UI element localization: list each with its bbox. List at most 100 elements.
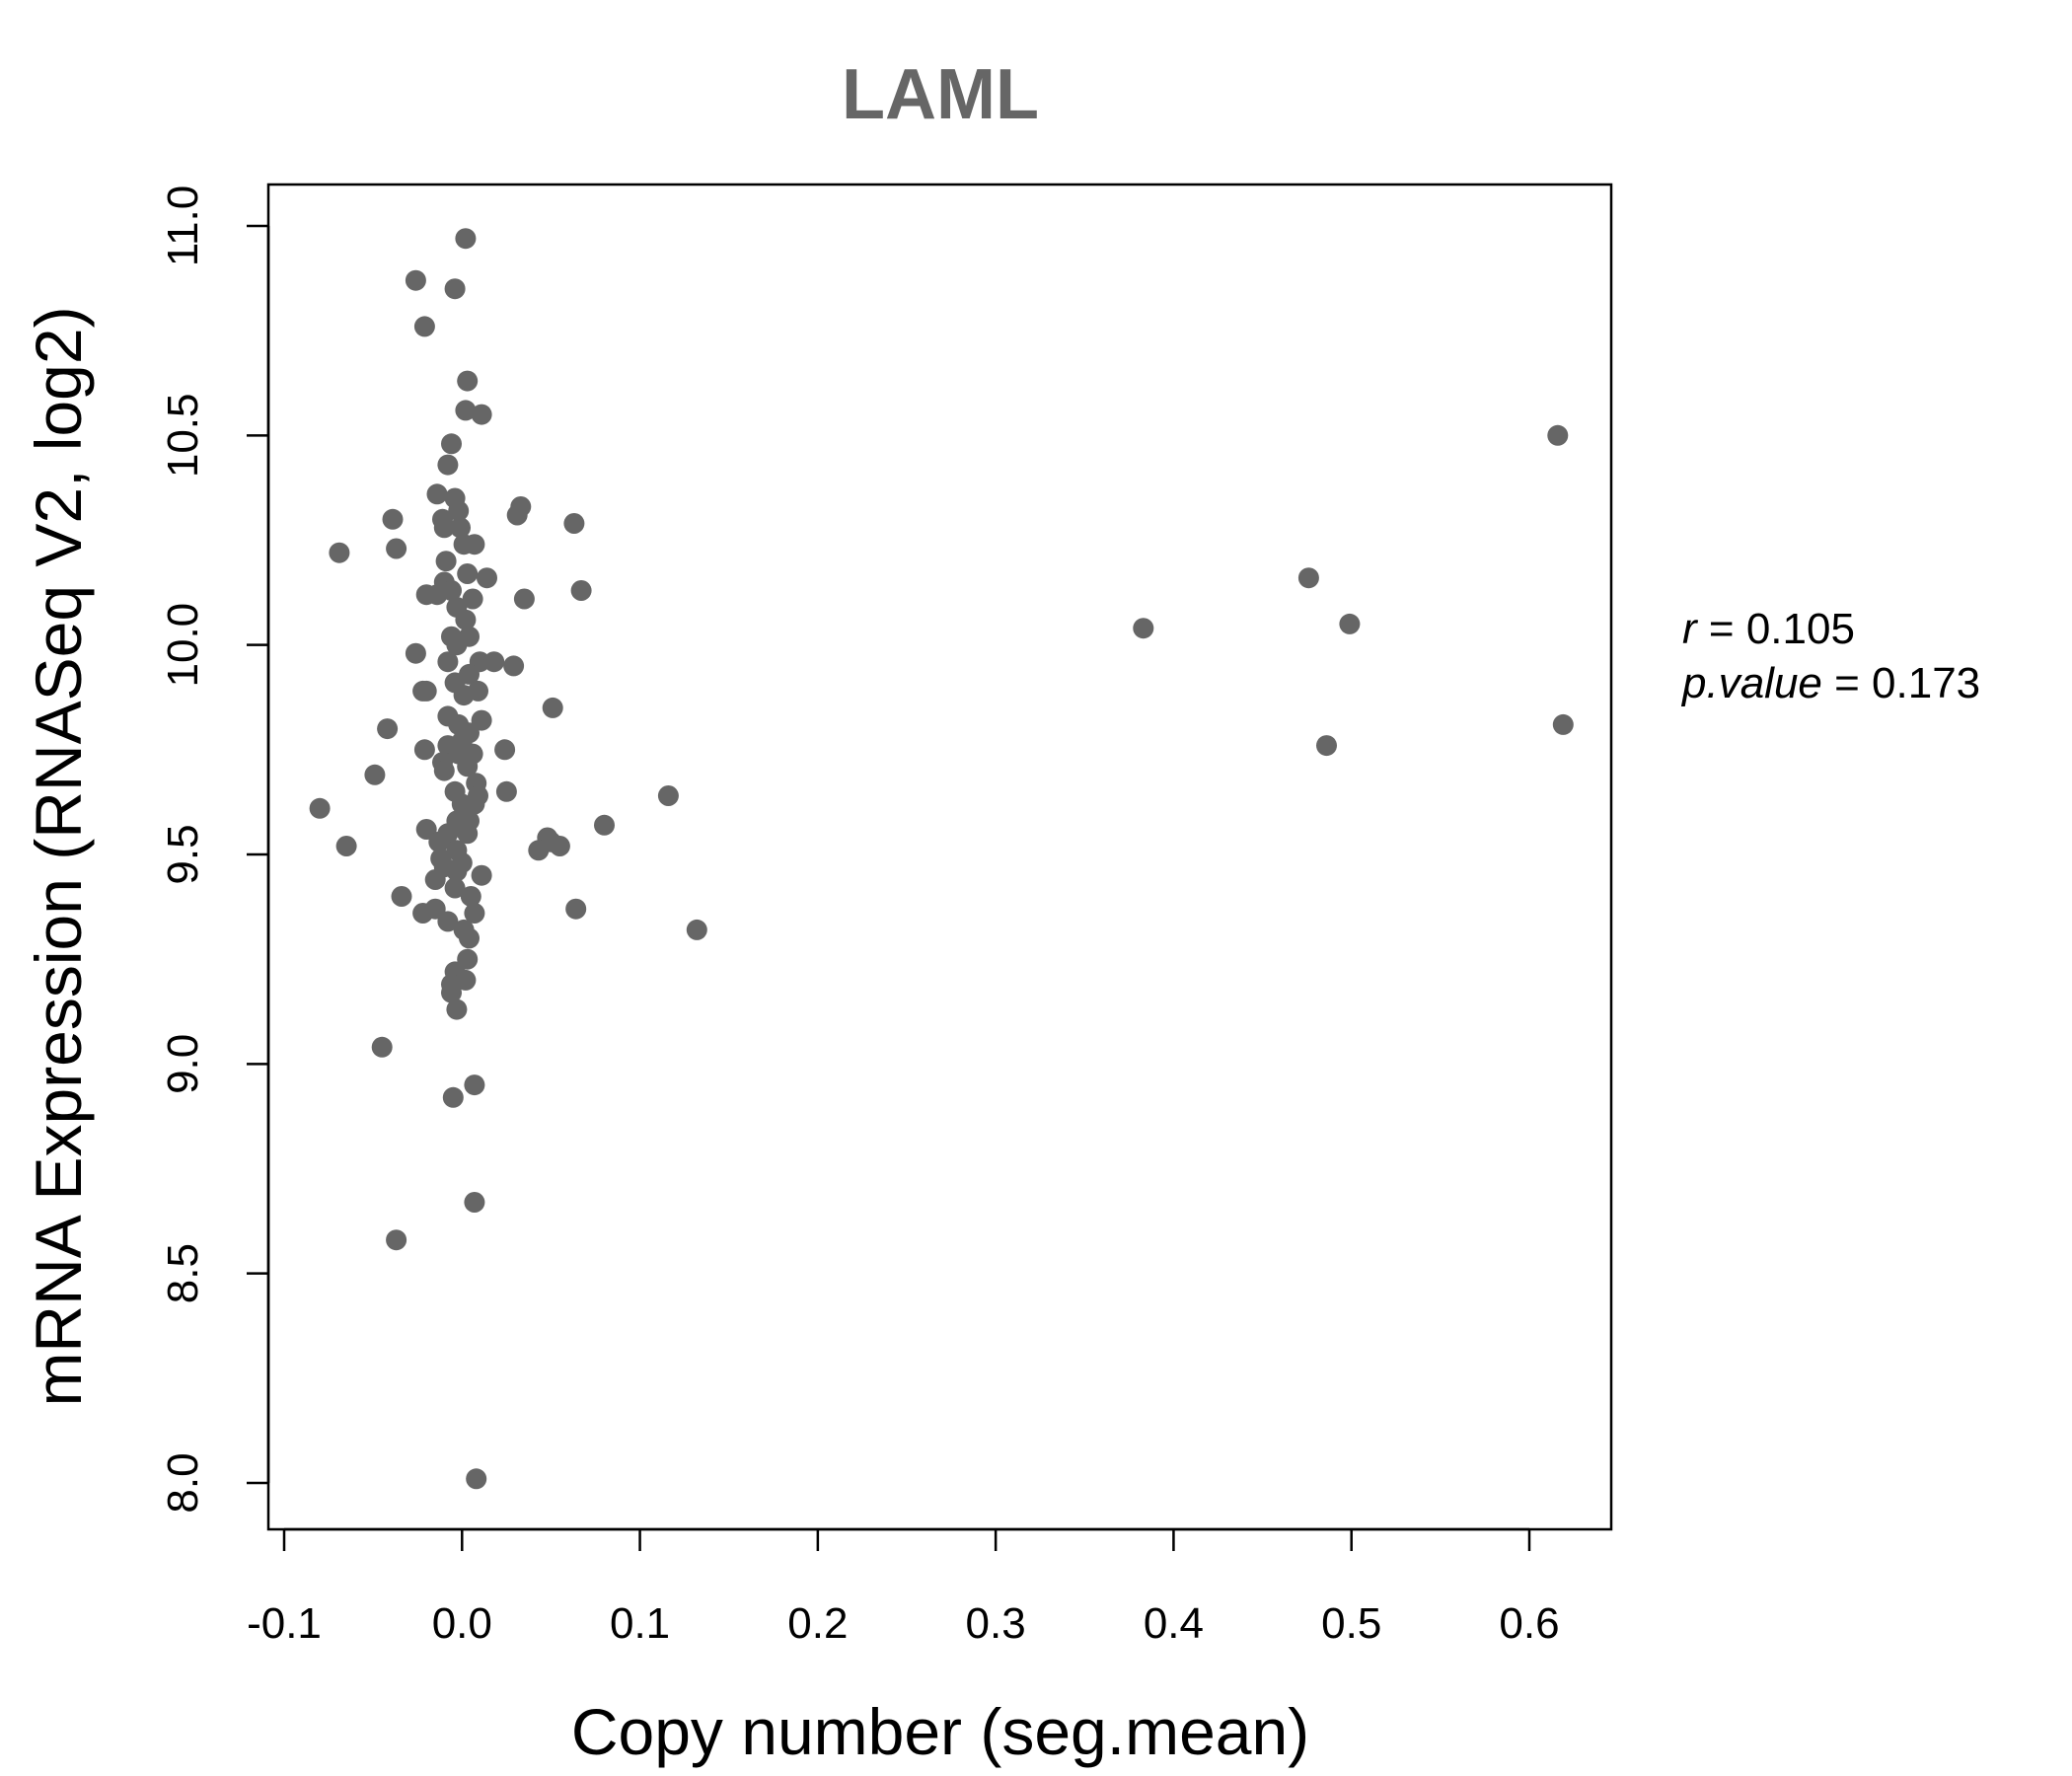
r-stat: r = 0.105 — [1682, 605, 1855, 653]
data-point — [309, 797, 331, 819]
data-point — [542, 697, 563, 718]
data-point — [364, 764, 386, 785]
data-point — [446, 634, 468, 656]
x-tick-label: 0.2 — [787, 1599, 848, 1648]
y-tick-label: 11.0 — [159, 185, 207, 266]
data-point — [495, 780, 517, 802]
data-point — [377, 718, 399, 740]
data-point — [433, 760, 455, 781]
data-point — [464, 1192, 485, 1213]
data-point — [483, 651, 505, 673]
data-point — [460, 886, 481, 907]
data-point — [466, 1468, 487, 1490]
data-point — [405, 269, 426, 291]
data-point — [435, 551, 457, 572]
y-tick-label: 8.0 — [159, 1452, 207, 1513]
data-point — [428, 831, 450, 852]
data-point — [426, 483, 448, 505]
r-symbol: r — [1682, 605, 1699, 653]
data-point — [455, 228, 477, 250]
data-point — [424, 869, 446, 890]
data-point — [329, 542, 350, 563]
p-equals: = — [1834, 659, 1872, 707]
data-point — [1297, 567, 1319, 589]
data-point — [413, 739, 435, 761]
data-point — [448, 500, 470, 522]
data-point — [335, 836, 357, 856]
x-tick-label: 0.0 — [432, 1599, 492, 1648]
data-point — [464, 793, 485, 815]
y-tick-label: 10.0 — [159, 603, 207, 688]
data-point — [494, 739, 516, 761]
data-point — [455, 609, 477, 630]
r-value: 0.105 — [1746, 605, 1855, 653]
data-point — [437, 911, 459, 932]
data-point — [686, 919, 707, 940]
data-point — [1316, 735, 1337, 757]
y-axis-label: mRNA Expression (RNASeq V2, log2) — [22, 306, 95, 1406]
x-tick-label: 0.6 — [1499, 1599, 1559, 1648]
data-point — [462, 588, 483, 610]
data-point — [471, 864, 492, 886]
data-point — [382, 508, 404, 530]
x-axis: -0.1 0.0 0.1 0.2 0.3 0.4 0.5 0.6 — [247, 1527, 1560, 1648]
data-point — [457, 756, 479, 777]
data-point — [444, 278, 466, 300]
y-axis: 8.0 8.5 9.0 9.5 10.0 10.5 11.0 — [159, 185, 270, 1514]
x-axis-label: Copy number (seg.mean) — [571, 1695, 1309, 1768]
data-point — [433, 517, 455, 539]
data-point — [563, 513, 585, 534]
data-point — [455, 400, 477, 421]
data-point — [1339, 613, 1361, 634]
r-equals: = — [1709, 605, 1746, 653]
data-point — [441, 580, 462, 601]
y-tick-label: 9.5 — [159, 824, 207, 884]
data-point — [415, 680, 437, 702]
y-tick-label: 9.0 — [159, 1034, 207, 1094]
data-point — [441, 982, 462, 1003]
x-tick-label: 0.1 — [610, 1599, 670, 1648]
data-point — [464, 903, 485, 924]
data-point — [471, 404, 492, 425]
data-point — [444, 877, 466, 899]
data-point — [457, 823, 479, 845]
data-point — [446, 860, 468, 882]
data-point — [405, 642, 426, 664]
data-point — [594, 814, 615, 836]
p-value-stat: p.value = 0.173 — [1680, 659, 1980, 707]
data-point — [457, 370, 479, 392]
data-point — [442, 1086, 464, 1108]
data-point — [386, 538, 407, 559]
data-point — [413, 316, 435, 337]
data-point — [1552, 713, 1574, 735]
x-tick-label: 0.3 — [966, 1599, 1026, 1648]
correlation-stats: r = 0.105 p.value = 0.173 — [1680, 605, 1980, 707]
data-point — [513, 588, 535, 610]
data-point — [1133, 618, 1154, 639]
p-value: 0.173 — [1872, 659, 1980, 707]
data-point — [446, 999, 468, 1020]
data-point — [450, 517, 471, 539]
data-point — [657, 785, 679, 806]
y-tick-label: 8.5 — [159, 1243, 207, 1303]
data-point — [386, 1229, 407, 1251]
x-tick-label: -0.1 — [247, 1599, 322, 1648]
data-point — [464, 1074, 485, 1096]
data-point — [477, 567, 497, 589]
data-point — [453, 685, 475, 706]
data-point — [437, 651, 459, 673]
data-point — [437, 454, 459, 476]
data-point — [549, 836, 570, 856]
chart-title: LAML — [842, 55, 1039, 134]
data-point — [459, 927, 480, 949]
data-point — [1547, 424, 1569, 446]
data-points — [309, 228, 1574, 1490]
data-point — [415, 819, 437, 840]
y-tick-label: 10.5 — [159, 394, 207, 479]
data-point — [371, 1036, 393, 1058]
x-tick-label: 0.4 — [1144, 1599, 1204, 1648]
data-point — [441, 433, 462, 455]
data-point — [570, 580, 592, 601]
data-point — [464, 534, 485, 555]
